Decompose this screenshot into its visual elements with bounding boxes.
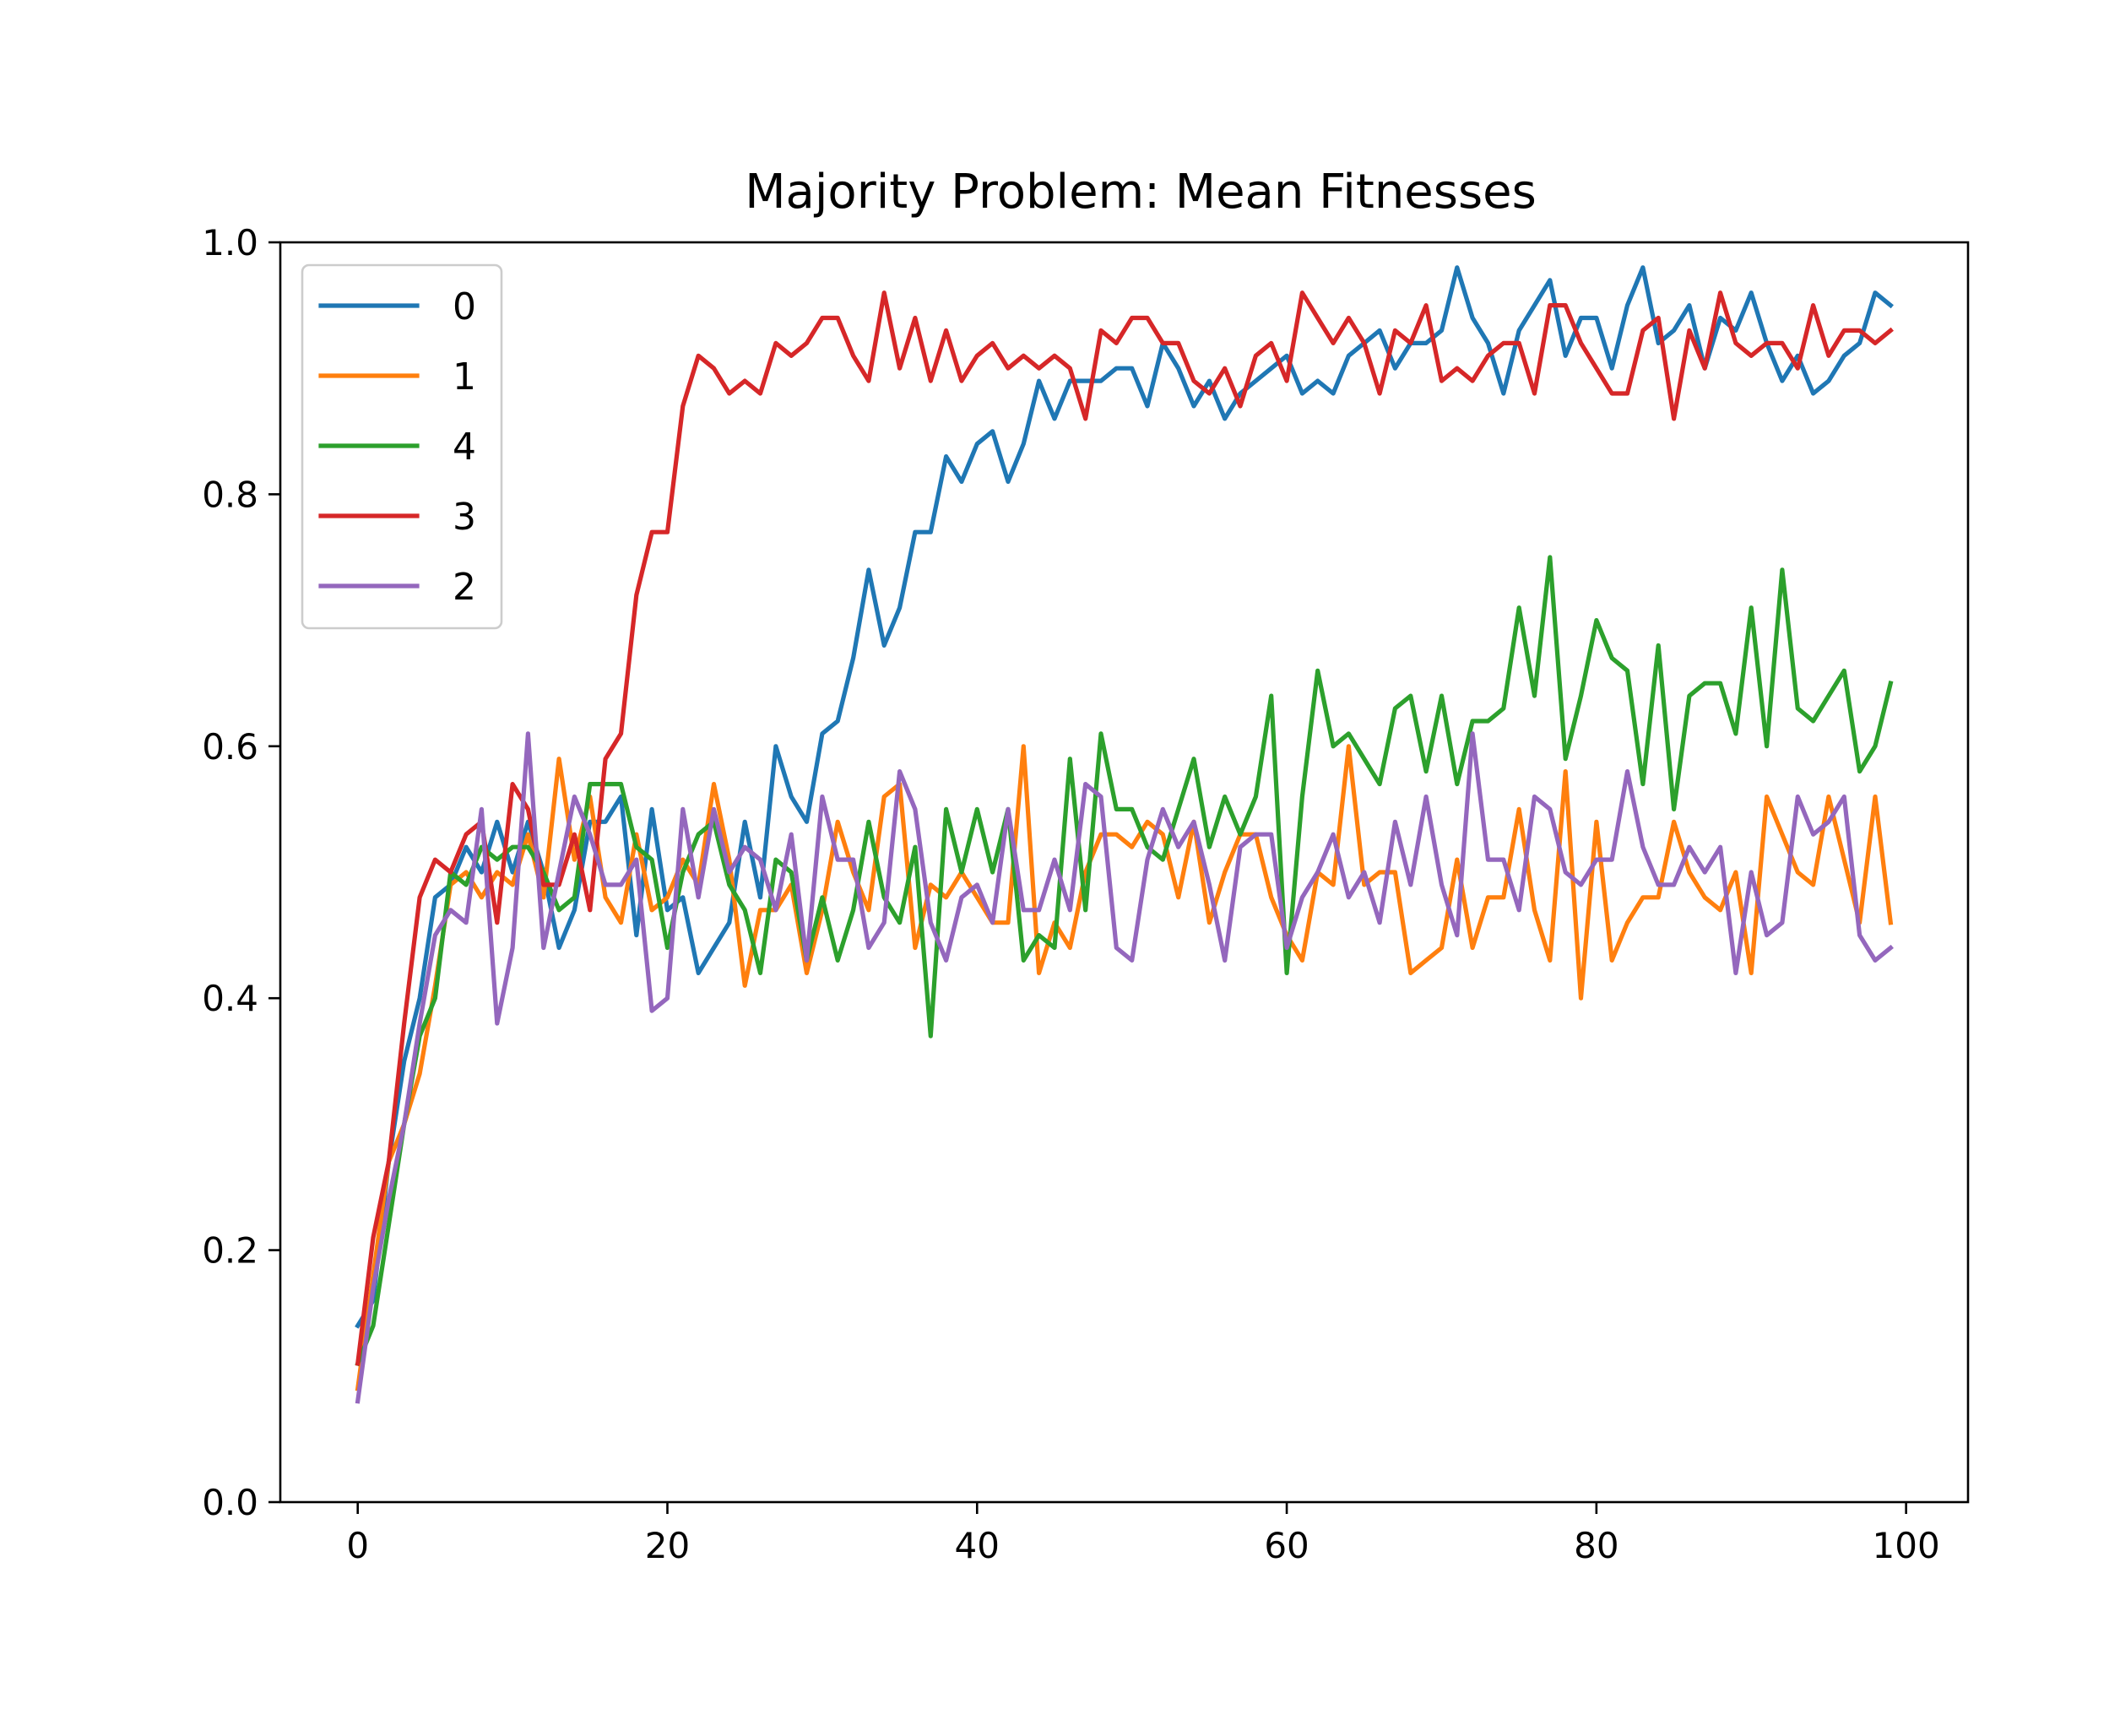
x-tick-label: 100 <box>1873 1525 1940 1566</box>
series-line-2 <box>355 731 1894 1404</box>
x-tick-label: 80 <box>1574 1525 1618 1566</box>
y-tick-label: 0.8 <box>202 474 258 515</box>
y-tick-label: 1.0 <box>202 222 258 263</box>
x-tick-label: 0 <box>346 1525 369 1566</box>
plot-area: 0 20 40 60 80 100 0.0 0.2 0.4 0.6 0.8 1.0 0 1 4 3 2 <box>202 222 1970 1566</box>
legend-label-0: 0 <box>453 285 476 328</box>
legend-label-3: 3 <box>453 496 476 539</box>
y-tick-label: 0.4 <box>202 978 258 1019</box>
legend-label-2: 2 <box>453 566 476 609</box>
legend-label-1: 1 <box>453 355 476 399</box>
x-tick-label: 40 <box>955 1525 1000 1566</box>
y-tick-label: 0.0 <box>202 1482 258 1523</box>
y-tick-label: 0.2 <box>202 1230 258 1272</box>
series-line-4 <box>355 555 1894 1367</box>
axes-frame <box>279 241 1970 1504</box>
legend-label-4: 4 <box>453 426 476 469</box>
series-line-1 <box>355 744 1894 1392</box>
chart-title: Majority Problem: Mean Fitnesses <box>745 165 1537 220</box>
x-tick-label: 60 <box>1264 1525 1309 1566</box>
series-line-3 <box>355 290 1894 1366</box>
series-line-0 <box>355 265 1894 1329</box>
x-tick-label: 20 <box>645 1525 690 1566</box>
y-tick-label: 0.6 <box>202 726 258 768</box>
